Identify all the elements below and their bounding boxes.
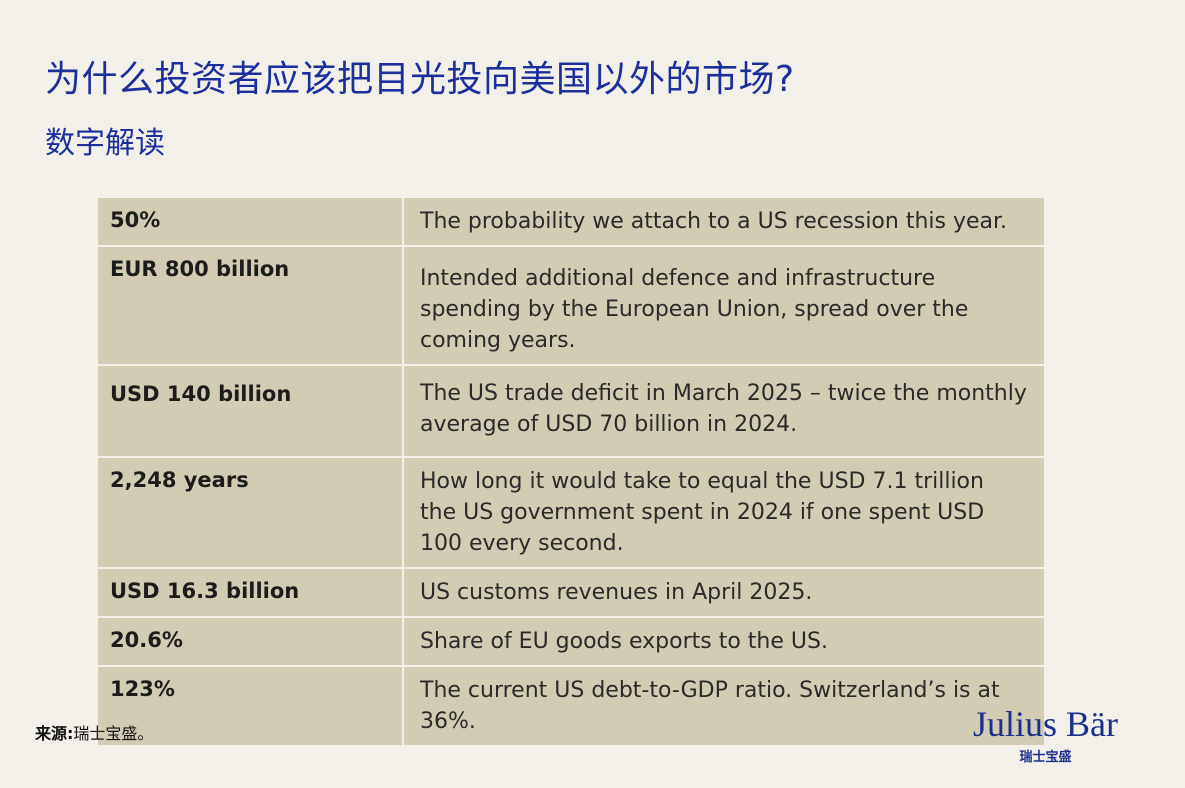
figure-cell: 123% (96, 665, 404, 747)
table-row: 2,248 years How long it would take to eq… (96, 456, 1046, 569)
table-row: 20.6% Share of EU goods exports to the U… (96, 616, 1046, 667)
source-label: 来源: (35, 724, 74, 743)
description-cell: The US trade deficit in March 2025 – twi… (402, 364, 1046, 458)
page-title: 为什么投资者应该把目光投向美国以外的市场? (45, 59, 795, 100)
table-row: 50% The probability we attach to a US re… (96, 196, 1046, 247)
table-row: EUR 800 billion Intended additional defe… (96, 245, 1046, 366)
figure-cell: EUR 800 billion (96, 245, 404, 366)
description-cell: The current US debt-to-GDP ratio. Switze… (402, 665, 1046, 747)
facts-table: 50% The probability we attach to a US re… (96, 196, 1046, 747)
figure-cell: 20.6% (96, 616, 404, 667)
logo-subtext: 瑞士宝盛 (1019, 750, 1072, 765)
table-row: USD 140 billion The US trade deficit in … (96, 364, 1046, 458)
figure-cell: 50% (96, 196, 404, 247)
julius-baer-logo: Julius Bär 瑞士宝盛 (958, 704, 1133, 765)
figure-cell: USD 16.3 billion (96, 567, 404, 618)
logo-text: Julius Bär (972, 704, 1118, 744)
figure-cell: USD 140 billion (96, 364, 404, 458)
page-subtitle: 数字解读 (45, 126, 165, 161)
description-cell: The probability we attach to a US recess… (402, 196, 1046, 247)
figure-cell: 2,248 years (96, 456, 404, 569)
source-value: 瑞士宝盛。 (73, 724, 154, 743)
description-cell: Share of EU goods exports to the US. (402, 616, 1046, 667)
source-note: 来源:瑞士宝盛。 (35, 720, 153, 744)
table-row: USD 16.3 billion US customs revenues in … (96, 567, 1046, 618)
description-cell: US customs revenues in April 2025. (402, 567, 1046, 618)
description-cell: How long it would take to equal the USD … (402, 456, 1046, 569)
table-row: 123% The current US debt-to-GDP ratio. S… (96, 665, 1046, 747)
description-cell: Intended additional defence and infrastr… (402, 245, 1046, 366)
